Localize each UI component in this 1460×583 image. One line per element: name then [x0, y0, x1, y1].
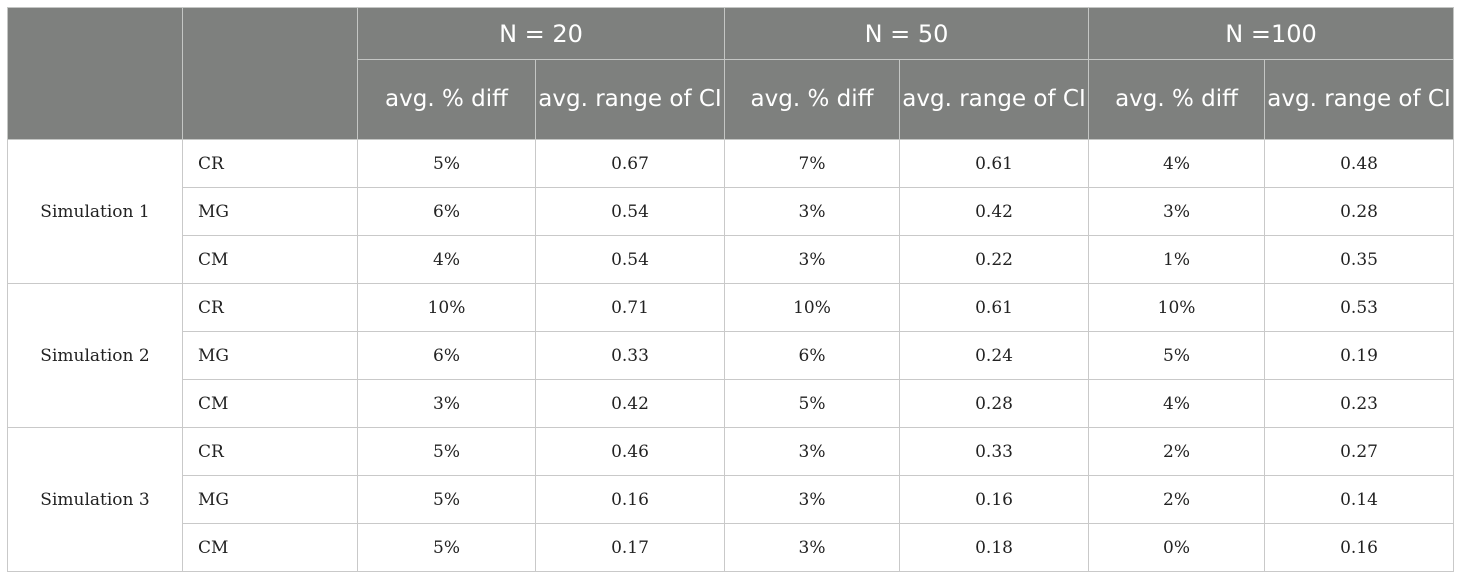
method-label: MG — [182, 331, 358, 380]
value-cell: 0.61 — [899, 283, 1090, 332]
table-body: Simulation 1 CR 5% 0.67 7% 0.61 4% 0.48 … — [7, 139, 1455, 572]
method-label: CM — [182, 379, 358, 428]
value-cell: 0.22 — [899, 235, 1090, 284]
value-cell: 0.67 — [534, 139, 726, 188]
value-cell: 3% — [357, 379, 536, 428]
value-cell: 0.28 — [1264, 187, 1455, 236]
value-cell: 5% — [357, 523, 536, 572]
value-cell: 6% — [724, 331, 901, 380]
method-label: CR — [182, 427, 358, 476]
method-label: CM — [182, 235, 358, 284]
header-group-n100: N =100 — [1088, 7, 1455, 60]
value-cell: 10% — [1088, 283, 1266, 332]
value-cell: 0.16 — [1264, 523, 1455, 572]
value-cell: 2% — [1088, 475, 1266, 524]
value-cell: 0.16 — [899, 475, 1090, 524]
value-cell: 0.54 — [534, 235, 726, 284]
value-cell: 6% — [357, 187, 536, 236]
table-row: CM 4% 0.54 3% 0.22 1% 0.35 — [8, 235, 1455, 284]
header-group-n20: N = 20 — [356, 7, 726, 60]
value-cell: 0.16 — [534, 475, 726, 524]
value-cell: 0.53 — [1264, 283, 1455, 332]
subheader-cell: avg. % diff — [357, 59, 536, 140]
value-cell: 0.28 — [899, 379, 1090, 428]
value-cell: 7% — [724, 139, 901, 188]
value-cell: 0.48 — [1264, 139, 1455, 188]
table-row: MG 6% 0.54 3% 0.42 3% 0.28 — [8, 187, 1455, 236]
results-table-container: N = 20 N = 50 N =100 avg. % diff avg. ra… — [7, 7, 1455, 572]
subheader-cell: avg. range of CI — [534, 59, 726, 140]
value-cell: 0.54 — [534, 187, 726, 236]
value-cell: 4% — [1088, 139, 1266, 188]
subheader-cell: avg. range of CI — [899, 59, 1090, 140]
value-cell: 3% — [1088, 187, 1266, 236]
value-cell: 0.42 — [534, 379, 726, 428]
value-cell: 0.42 — [899, 187, 1090, 236]
value-cell: 5% — [724, 379, 901, 428]
value-cell: 0.71 — [534, 283, 726, 332]
value-cell: 4% — [1088, 379, 1266, 428]
value-cell: 4% — [357, 235, 536, 284]
value-cell: 0.24 — [899, 331, 1090, 380]
value-cell: 0.18 — [899, 523, 1090, 572]
method-label: CR — [182, 139, 358, 188]
subheader-cell: avg. range of CI — [1264, 59, 1455, 140]
value-cell: 5% — [357, 139, 536, 188]
table-row: MG 5% 0.16 3% 0.16 2% 0.14 — [8, 475, 1455, 524]
simulation-label: Simulation 3 — [7, 427, 183, 572]
header-group-n50: N = 50 — [724, 7, 1090, 60]
value-cell: 1% — [1088, 235, 1266, 284]
header-empty-corner — [7, 7, 183, 140]
table-header: N = 20 N = 50 N =100 avg. % diff avg. ra… — [7, 7, 1455, 140]
value-cell: 10% — [724, 283, 901, 332]
table-row: CM 5% 0.17 3% 0.18 0% 0.16 — [8, 523, 1455, 572]
table-row: Simulation 1 CR 5% 0.67 7% 0.61 4% 0.48 — [7, 139, 1455, 284]
value-cell: 3% — [724, 427, 901, 476]
value-cell: 5% — [357, 427, 536, 476]
value-cell: 0.33 — [899, 427, 1090, 476]
value-cell: 0.19 — [1264, 331, 1455, 380]
value-cell: 3% — [724, 187, 901, 236]
value-cell: 0.14 — [1264, 475, 1455, 524]
table-row: Simulation 2 CR 10% 0.71 10% 0.61 10% 0.… — [7, 283, 1455, 428]
value-cell: 0.35 — [1264, 235, 1455, 284]
value-cell: 0.46 — [534, 427, 726, 476]
simulation-label: Simulation 1 — [7, 139, 183, 284]
method-label: MG — [182, 187, 358, 236]
value-cell: 5% — [1088, 331, 1266, 380]
value-cell: 0.17 — [534, 523, 726, 572]
subheader-cell: avg. % diff — [724, 59, 901, 140]
table-row: Simulation 3 CR 5% 0.46 3% 0.33 2% 0.27 — [7, 427, 1455, 572]
header-empty-method — [182, 7, 358, 140]
value-cell: 5% — [357, 475, 536, 524]
value-cell: 2% — [1088, 427, 1266, 476]
simulation-label: Simulation 2 — [7, 283, 183, 428]
value-cell: 3% — [724, 523, 901, 572]
table-row: MG 6% 0.33 6% 0.24 5% 0.19 — [8, 331, 1455, 380]
value-cell: 3% — [724, 235, 901, 284]
value-cell: 10% — [357, 283, 536, 332]
method-label: CR — [182, 283, 358, 332]
method-label: CM — [182, 523, 358, 572]
value-cell: 0.33 — [534, 331, 726, 380]
value-cell: 0.23 — [1264, 379, 1455, 428]
table-row: CM 3% 0.42 5% 0.28 4% 0.23 — [8, 379, 1455, 428]
value-cell: 0.61 — [899, 139, 1090, 188]
value-cell: 0.27 — [1264, 427, 1455, 476]
value-cell: 3% — [724, 475, 901, 524]
value-cell: 0% — [1088, 523, 1266, 572]
results-table: N = 20 N = 50 N =100 avg. % diff avg. ra… — [7, 7, 1455, 572]
subheader-cell: avg. % diff — [1088, 59, 1266, 140]
value-cell: 6% — [357, 331, 536, 380]
method-label: MG — [182, 475, 358, 524]
